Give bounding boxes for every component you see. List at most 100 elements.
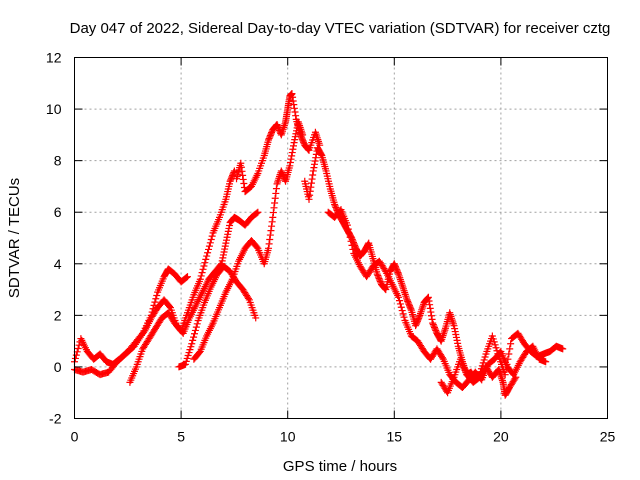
data-point [512,373,520,381]
data-point [189,336,197,344]
data-point [244,294,252,302]
x-axis-title: GPS time / hours [283,458,397,475]
data-point [345,229,353,237]
data-point [415,313,423,321]
x-tick-label: 10 [280,429,296,445]
y-tick-label: 2 [54,307,62,323]
data-point [240,179,248,187]
data-point [202,255,210,263]
data-point [507,340,515,348]
data-point [376,276,384,284]
data-point [403,296,411,304]
series-track-b [71,265,191,379]
data-point [309,167,317,175]
data-point [415,314,423,322]
data-point [413,319,421,327]
data-point [392,263,400,271]
data-point [343,221,351,229]
data-point [266,231,274,239]
data-point [182,357,190,365]
data-point [226,177,234,185]
data-point [237,159,245,167]
data-point [288,90,296,98]
data-point [305,195,313,203]
data-point [266,132,274,140]
y-tick-label: 10 [46,101,62,117]
series-track-c [126,167,238,386]
data-point [414,316,422,324]
data-point [373,270,381,278]
data-point [298,135,306,143]
data-point [219,254,227,262]
data-point [400,313,408,321]
data-point [310,164,318,172]
plot-frame [74,57,608,419]
data-point [290,101,298,109]
data-point [424,293,432,301]
data-point [229,171,237,179]
data-point [332,203,340,211]
data-point [392,264,400,272]
data-point [226,221,234,229]
data-point [406,302,414,310]
data-point [72,351,80,359]
data-point [506,345,514,353]
data-point [277,167,285,175]
series-track-d [175,262,260,371]
data-point [222,236,230,244]
data-point [269,209,277,217]
data-point [309,171,317,179]
data-point [289,145,297,153]
data-point [480,356,488,364]
data-point [183,273,191,281]
data-point [230,167,238,175]
data-point [238,167,246,175]
axis-ticks: 0 5 10 15 20 25 -2 0 2 4 6 8 10 12 [46,50,616,445]
data-point [412,320,420,328]
data-point [311,160,319,168]
data-point [271,199,279,207]
data-point [166,303,174,311]
data-point [198,269,206,277]
data-point [505,350,513,358]
data-point [190,333,198,341]
data-point [307,179,315,187]
data-point [208,232,216,240]
data-point [289,93,297,101]
data-point [274,122,282,130]
data-point [393,266,401,274]
y-tick-label: 12 [46,50,62,66]
data-point [268,129,276,137]
data-point [452,333,460,341]
data-point [296,131,304,139]
data-point [268,222,276,230]
data-point [312,154,320,162]
data-point [308,175,316,183]
data-point [413,317,421,325]
x-tick-label: 25 [600,429,616,445]
data-point [451,328,459,336]
data-point [452,331,460,339]
data-point [454,339,462,347]
data-point [224,230,232,238]
data-point [395,297,403,305]
data-point [205,245,213,253]
series-track-f [233,90,324,196]
data-point [279,171,287,179]
data-point [223,233,231,241]
data-point [265,135,273,143]
data-point [181,360,189,368]
data-point [349,245,357,253]
data-point [286,158,294,166]
data-point [218,257,226,265]
data-point [427,312,435,320]
data-point [438,354,446,362]
data-point [492,344,500,352]
data-point [239,171,247,179]
data-point [222,239,230,247]
data-point [394,269,402,277]
data-point [489,335,497,343]
data-point [193,320,201,328]
